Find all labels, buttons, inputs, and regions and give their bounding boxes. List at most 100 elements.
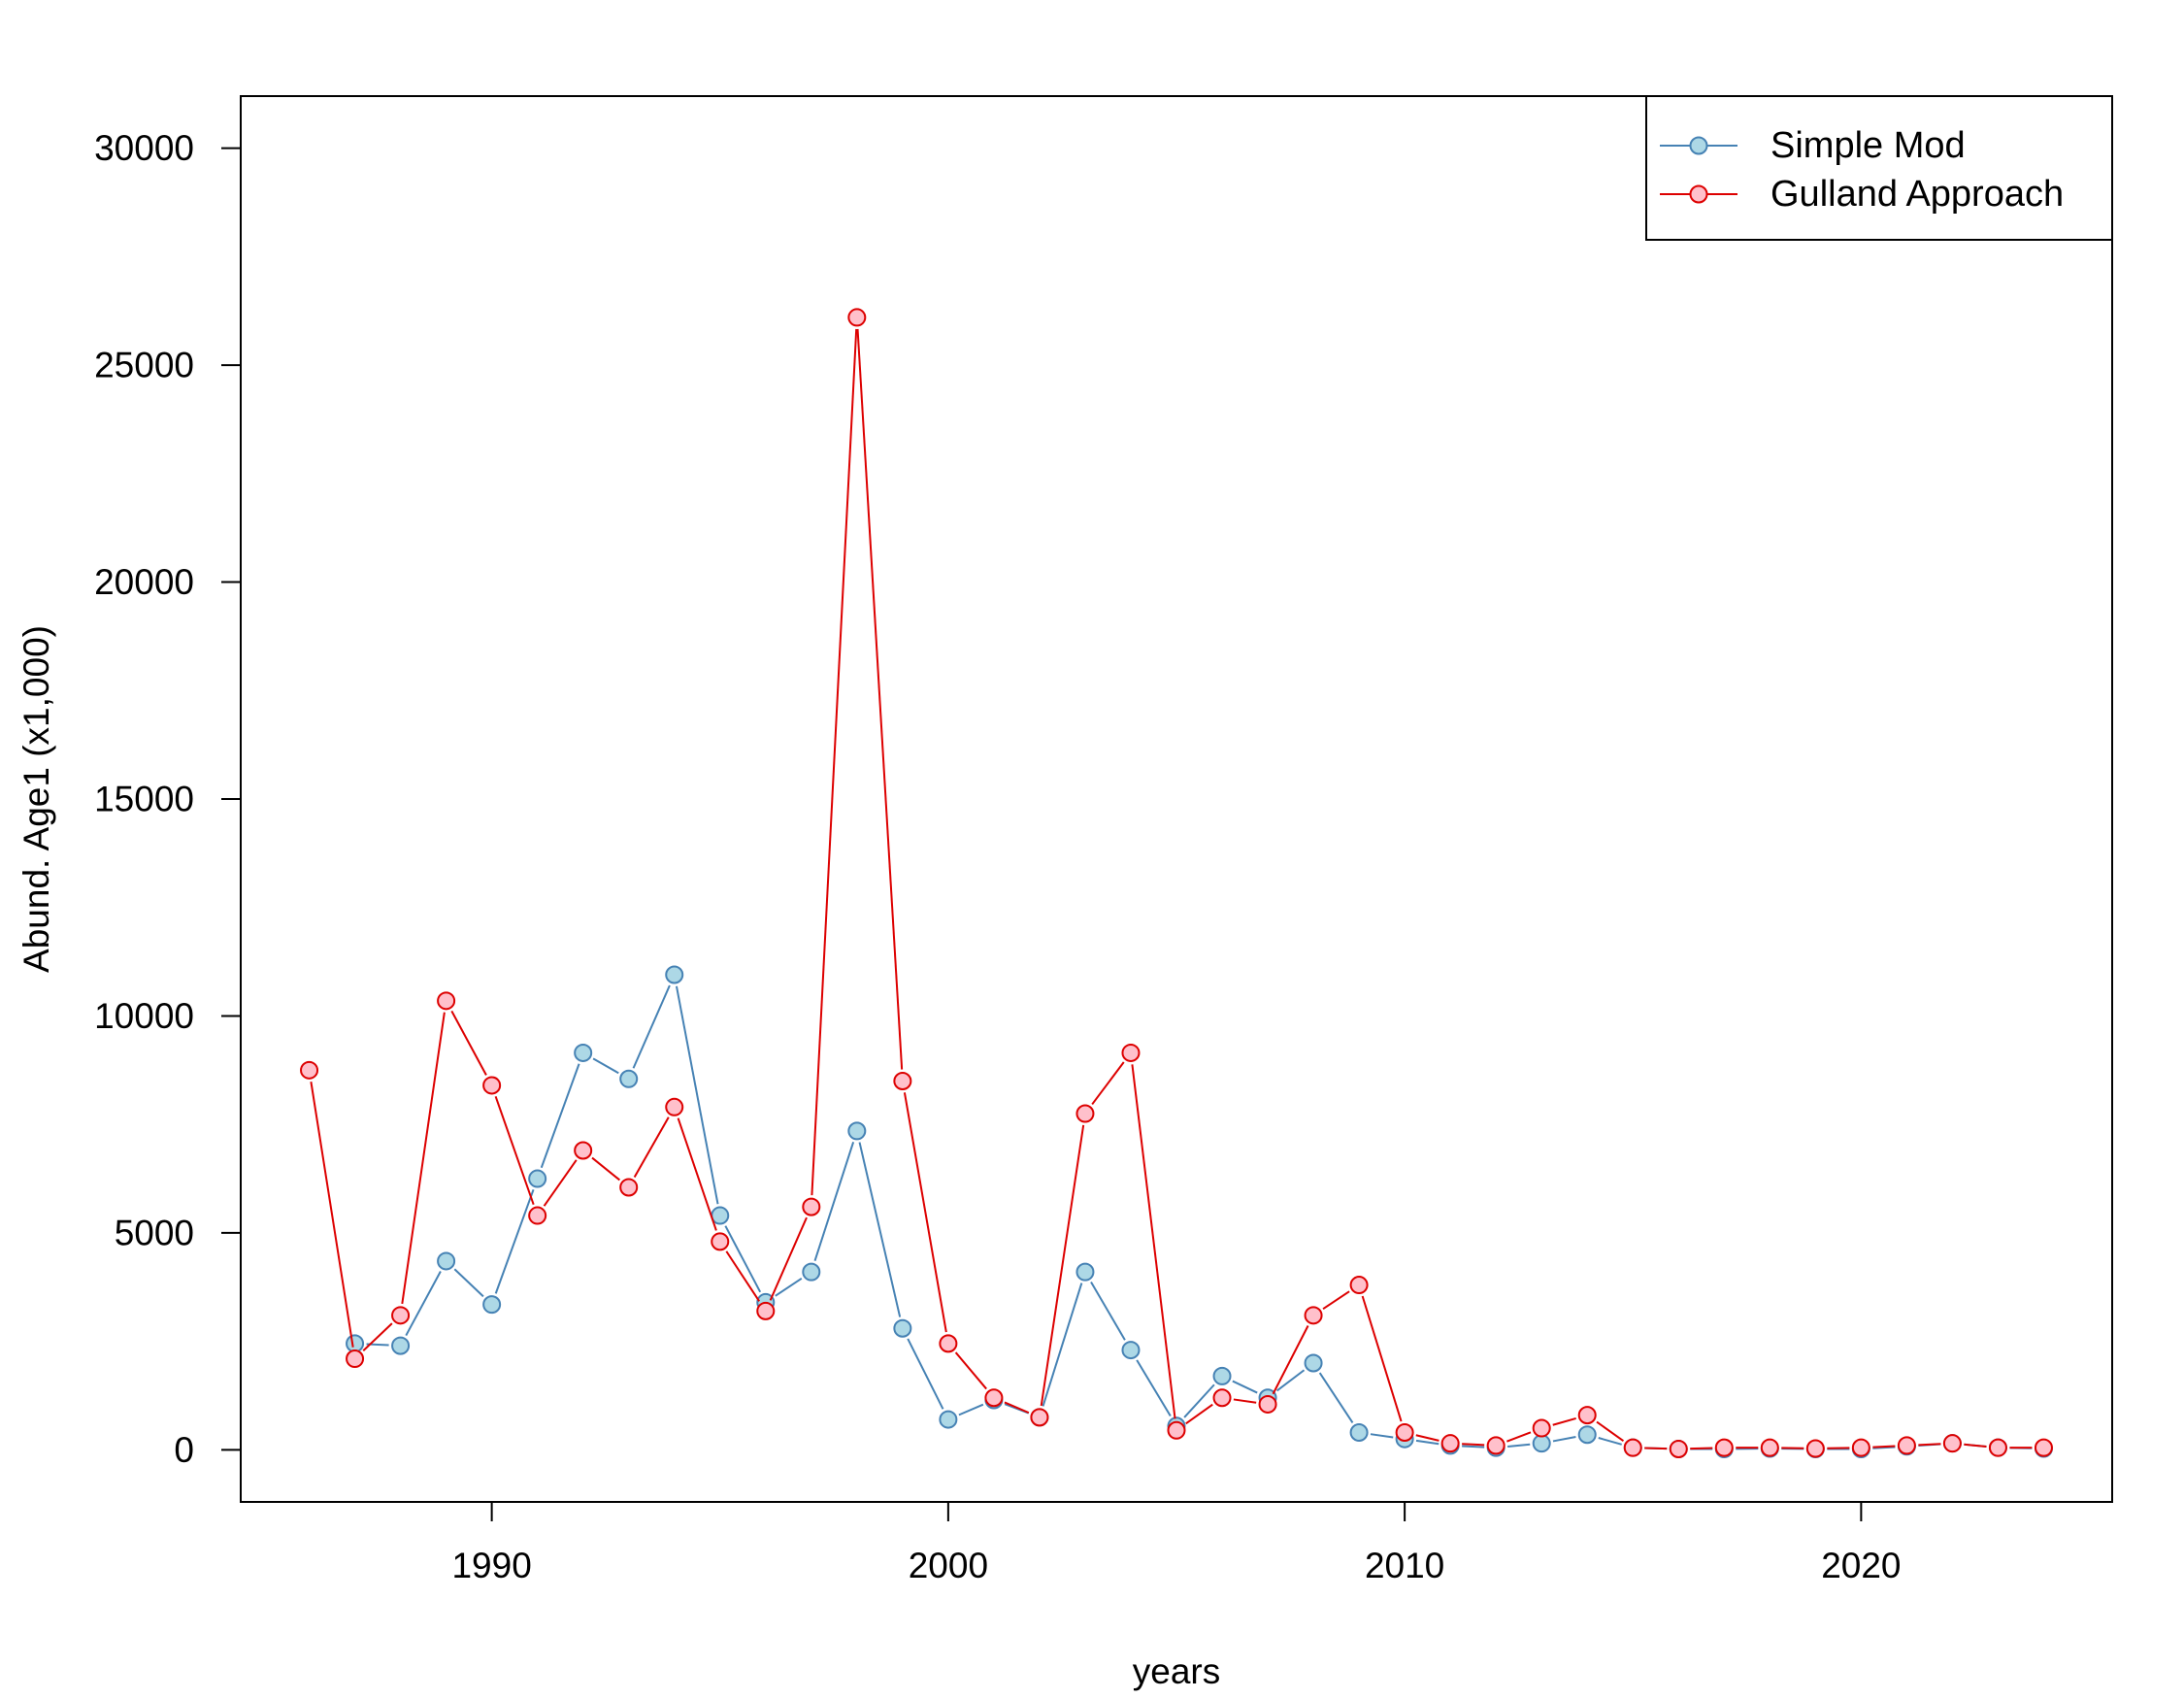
series-line-segment bbox=[1598, 1437, 1622, 1446]
series-line-segment bbox=[401, 1012, 446, 1305]
series-line-segment bbox=[592, 1057, 619, 1075]
series-line-segment bbox=[813, 1141, 855, 1262]
data-point bbox=[1395, 1422, 1414, 1442]
series-line-segment bbox=[1690, 1447, 1713, 1450]
series-line-segment bbox=[1918, 1443, 1941, 1447]
series-line-segment bbox=[1232, 1380, 1258, 1394]
series-line-segment bbox=[1136, 1359, 1172, 1417]
series-line-segment bbox=[1090, 1281, 1126, 1341]
data-point bbox=[1623, 1438, 1642, 1457]
series-line-segment bbox=[958, 1403, 984, 1416]
plot-frame bbox=[240, 95, 2113, 1503]
data-point bbox=[1121, 1341, 1141, 1360]
series-line-segment bbox=[675, 985, 719, 1205]
series-line-segment bbox=[811, 328, 858, 1196]
series-line-segment bbox=[1233, 1398, 1257, 1404]
series-line-segment bbox=[632, 984, 671, 1069]
y-tick-label: 0 bbox=[174, 1430, 194, 1470]
data-point bbox=[528, 1169, 547, 1188]
series-line-segment bbox=[494, 1188, 535, 1294]
axes: 0 5000 10000 15000 20000 25000 30000 1990 2000 20… bbox=[94, 128, 1901, 1585]
y-axis-label: Abund. Age1 (x1,000) bbox=[17, 625, 56, 973]
series-line-segment bbox=[775, 1277, 803, 1297]
x-tick-label: 2010 bbox=[1365, 1546, 1444, 1585]
x-tick-label: 2000 bbox=[909, 1546, 988, 1585]
data-point bbox=[574, 1141, 593, 1160]
series-line-segment bbox=[1131, 1064, 1176, 1419]
data-point bbox=[711, 1232, 730, 1251]
data-point bbox=[437, 991, 456, 1011]
data-point bbox=[939, 1334, 958, 1353]
data-point bbox=[619, 1069, 639, 1088]
series-line-segment bbox=[1185, 1403, 1213, 1425]
series-line-segment bbox=[543, 1159, 578, 1207]
legend-label: Simple Mod bbox=[1770, 125, 1966, 166]
data-point bbox=[1304, 1353, 1323, 1373]
data-point bbox=[1440, 1434, 1460, 1453]
series-line-segment bbox=[1004, 1401, 1030, 1415]
series-line-segment bbox=[677, 1117, 717, 1231]
data-point bbox=[1167, 1420, 1186, 1440]
series-line-segment bbox=[1040, 1124, 1085, 1407]
legend-marker bbox=[1689, 136, 1708, 155]
series-line-segment bbox=[1462, 1443, 1485, 1447]
data-point bbox=[482, 1295, 502, 1315]
series-line-segment bbox=[1091, 1061, 1125, 1106]
data-point bbox=[802, 1262, 821, 1282]
y-tick-label: 25000 bbox=[94, 346, 194, 385]
data-point bbox=[847, 308, 867, 327]
series-line-segment bbox=[1318, 1372, 1354, 1424]
series-line-segment bbox=[494, 1095, 535, 1206]
series-line-segment bbox=[1322, 1290, 1350, 1311]
data-point bbox=[1805, 1439, 1825, 1458]
data-point bbox=[1714, 1438, 1734, 1457]
series-line-segment bbox=[1042, 1283, 1083, 1407]
x-tick-label: 1990 bbox=[451, 1546, 531, 1585]
y-tick-label: 10000 bbox=[94, 996, 194, 1036]
series-line-segment bbox=[591, 1156, 621, 1182]
data-point bbox=[346, 1349, 365, 1369]
data-point bbox=[391, 1306, 411, 1325]
data-point bbox=[1486, 1436, 1506, 1455]
series-line-segment bbox=[450, 1010, 487, 1076]
series-line-segment bbox=[1964, 1443, 1987, 1448]
data-point bbox=[1075, 1262, 1095, 1282]
data-point bbox=[528, 1206, 547, 1225]
series-line-segment bbox=[1415, 1434, 1439, 1442]
data-point bbox=[1532, 1418, 1551, 1438]
data-point bbox=[1577, 1406, 1597, 1425]
data-point bbox=[893, 1318, 912, 1338]
data-point bbox=[346, 1334, 365, 1353]
data-point bbox=[574, 1043, 593, 1062]
data-point bbox=[893, 1071, 912, 1090]
series-line-segment bbox=[1872, 1445, 1896, 1449]
data-point bbox=[1851, 1438, 1870, 1457]
series-line-segment bbox=[1275, 1369, 1306, 1392]
data-point bbox=[847, 1121, 867, 1141]
data-point bbox=[939, 1410, 958, 1429]
data-point bbox=[1577, 1425, 1597, 1445]
series-line-segment bbox=[907, 1338, 944, 1410]
data-point bbox=[711, 1206, 730, 1225]
y-tick-label: 30000 bbox=[94, 128, 194, 168]
series-line-segment bbox=[1361, 1295, 1403, 1422]
data-point bbox=[300, 1060, 319, 1080]
data-point bbox=[665, 1097, 684, 1116]
series-1 bbox=[300, 308, 2053, 1458]
y-tick-label: 20000 bbox=[94, 562, 194, 602]
data-point bbox=[1349, 1276, 1369, 1295]
series-line-segment bbox=[724, 1225, 762, 1293]
series-line-segment bbox=[903, 1092, 947, 1333]
data-point bbox=[1942, 1434, 1962, 1453]
series-line-segment bbox=[405, 1271, 442, 1337]
series-line-segment bbox=[1462, 1445, 1485, 1449]
series-line-segment bbox=[1872, 1446, 1896, 1449]
data-point bbox=[1030, 1408, 1049, 1427]
series-line-segment bbox=[453, 1268, 484, 1298]
series-line-segment bbox=[1370, 1433, 1394, 1439]
series-line-segment bbox=[858, 1142, 902, 1317]
data-point bbox=[2034, 1438, 2053, 1457]
data-point bbox=[756, 1301, 776, 1320]
series-line-segment bbox=[1272, 1325, 1309, 1395]
